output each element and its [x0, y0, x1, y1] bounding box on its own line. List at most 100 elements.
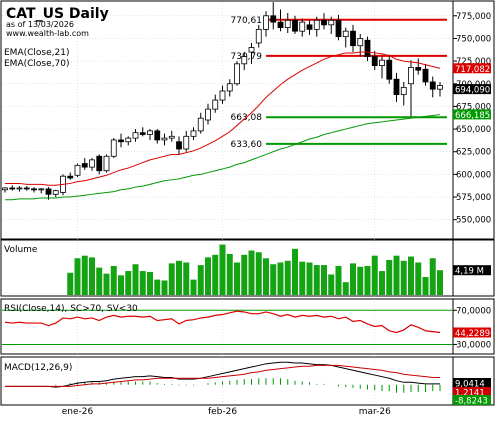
candle-down: [292, 19, 298, 32]
volume-title: Volume: [4, 245, 38, 255]
candle-down: [96, 155, 103, 172]
candle-down: [45, 188, 52, 195]
volume-bar: [226, 253, 233, 295]
candle-up: [263, 15, 269, 30]
price-tick-label: 575,000: [456, 193, 491, 203]
candle-up: [183, 135, 190, 150]
volume-bars: [67, 244, 443, 295]
volume-bar: [241, 254, 248, 295]
volume-value-bg: [453, 265, 491, 276]
ema21-value-bg: [453, 63, 491, 74]
candle-down: [371, 56, 378, 67]
candle-down: [23, 187, 30, 190]
candle-up: [147, 130, 153, 135]
macd-panel: [0, 356, 495, 406]
volume-bar: [350, 263, 356, 295]
macd-signal-line: [5, 364, 440, 387]
candle-down: [422, 68, 429, 83]
price-tick-label: 625,000: [456, 148, 491, 158]
candle-up: [74, 164, 81, 176]
volume-bar: [81, 255, 88, 295]
ema70-value: 666,185: [455, 111, 490, 121]
candle-down: [364, 39, 371, 57]
date-label: mar-26: [359, 407, 391, 417]
date-label: feb-26: [208, 407, 237, 417]
price-tick-label: 675,000: [456, 102, 491, 112]
candle-down: [270, 15, 277, 23]
volume-bar: [161, 280, 168, 295]
candle-up: [379, 59, 385, 67]
candle-up: [212, 99, 219, 110]
ema70-value-bg: [453, 109, 491, 120]
candle-up: [190, 130, 197, 137]
volume-bar: [190, 279, 197, 295]
volume-bar: [379, 271, 385, 295]
volume-bar: [422, 277, 429, 295]
volume-bar: [306, 262, 313, 295]
candle-down: [415, 67, 422, 71]
candle-up: [248, 47, 255, 53]
resistance-label: 770,61: [231, 16, 263, 26]
candle-up: [408, 67, 414, 85]
price-tick-label: 600,000: [456, 170, 491, 180]
signal-value: 1,2141: [455, 389, 485, 399]
volume-bar: [386, 259, 393, 295]
macd-value-bg: [453, 378, 491, 388]
volume-bar: [357, 266, 364, 295]
macd-value: 9,0414: [455, 380, 485, 390]
price-tick-label: 725,000: [456, 57, 491, 67]
candle-up: [16, 187, 23, 190]
last-close-value: 694,090: [455, 86, 490, 96]
volume-bar: [248, 250, 255, 295]
candle-up: [52, 190, 59, 195]
rsi-tick-label: 30,0000: [456, 340, 491, 350]
candle-up: [197, 117, 204, 132]
candle-up: [299, 21, 306, 32]
candle-down: [118, 139, 124, 143]
candle-up: [38, 188, 45, 191]
macd-lines: [5, 361, 441, 393]
rsi-value: 44,2289: [455, 329, 490, 339]
rsi-line: [4, 310, 441, 334]
histogram-value: -8,8243: [455, 397, 488, 407]
volume-bar: [234, 262, 240, 295]
candle-down: [386, 59, 393, 80]
volume-bar: [400, 260, 407, 295]
candle-up: [357, 38, 364, 47]
candle-up: [161, 137, 168, 141]
support-label: 663,08: [231, 113, 263, 123]
volume-bar: [415, 262, 422, 295]
volume-bar: [328, 274, 335, 295]
candle-down: [31, 188, 37, 191]
candle-up: [328, 19, 335, 26]
candle-up: [103, 155, 110, 172]
candle-up: [110, 139, 117, 157]
legend-ema70: EMA(Close,70): [4, 59, 69, 69]
volume-bar: [74, 258, 81, 295]
candle-up: [241, 56, 248, 65]
candle-down: [81, 163, 88, 168]
candle-up: [255, 28, 262, 44]
candle-down: [277, 21, 284, 28]
volume-bar: [103, 273, 110, 295]
macd-line: [5, 361, 440, 388]
legend-ema21: EMA(Close,21): [4, 48, 69, 58]
candle-down: [321, 19, 327, 26]
last-close-value-bg: [453, 84, 491, 95]
rsi-line: [4, 310, 441, 334]
volume-bar: [313, 265, 320, 295]
candle-up: [132, 132, 139, 139]
macd-title: MACD(12,26,9): [4, 363, 72, 373]
volume-bar: [429, 258, 436, 295]
volume-bar: [212, 254, 219, 295]
volume-bar: [176, 260, 182, 295]
volume-bar: [364, 265, 371, 295]
volume-bar: [197, 265, 204, 295]
as-of-date: as of 13/03/2026: [6, 20, 74, 29]
rsi-value-bg: [453, 327, 491, 338]
chart-title: CAT_US Daily: [6, 6, 109, 22]
candle-up: [437, 85, 443, 90]
volume-bar: [335, 265, 342, 295]
candle-up: [219, 90, 226, 101]
candle-down: [350, 30, 356, 47]
